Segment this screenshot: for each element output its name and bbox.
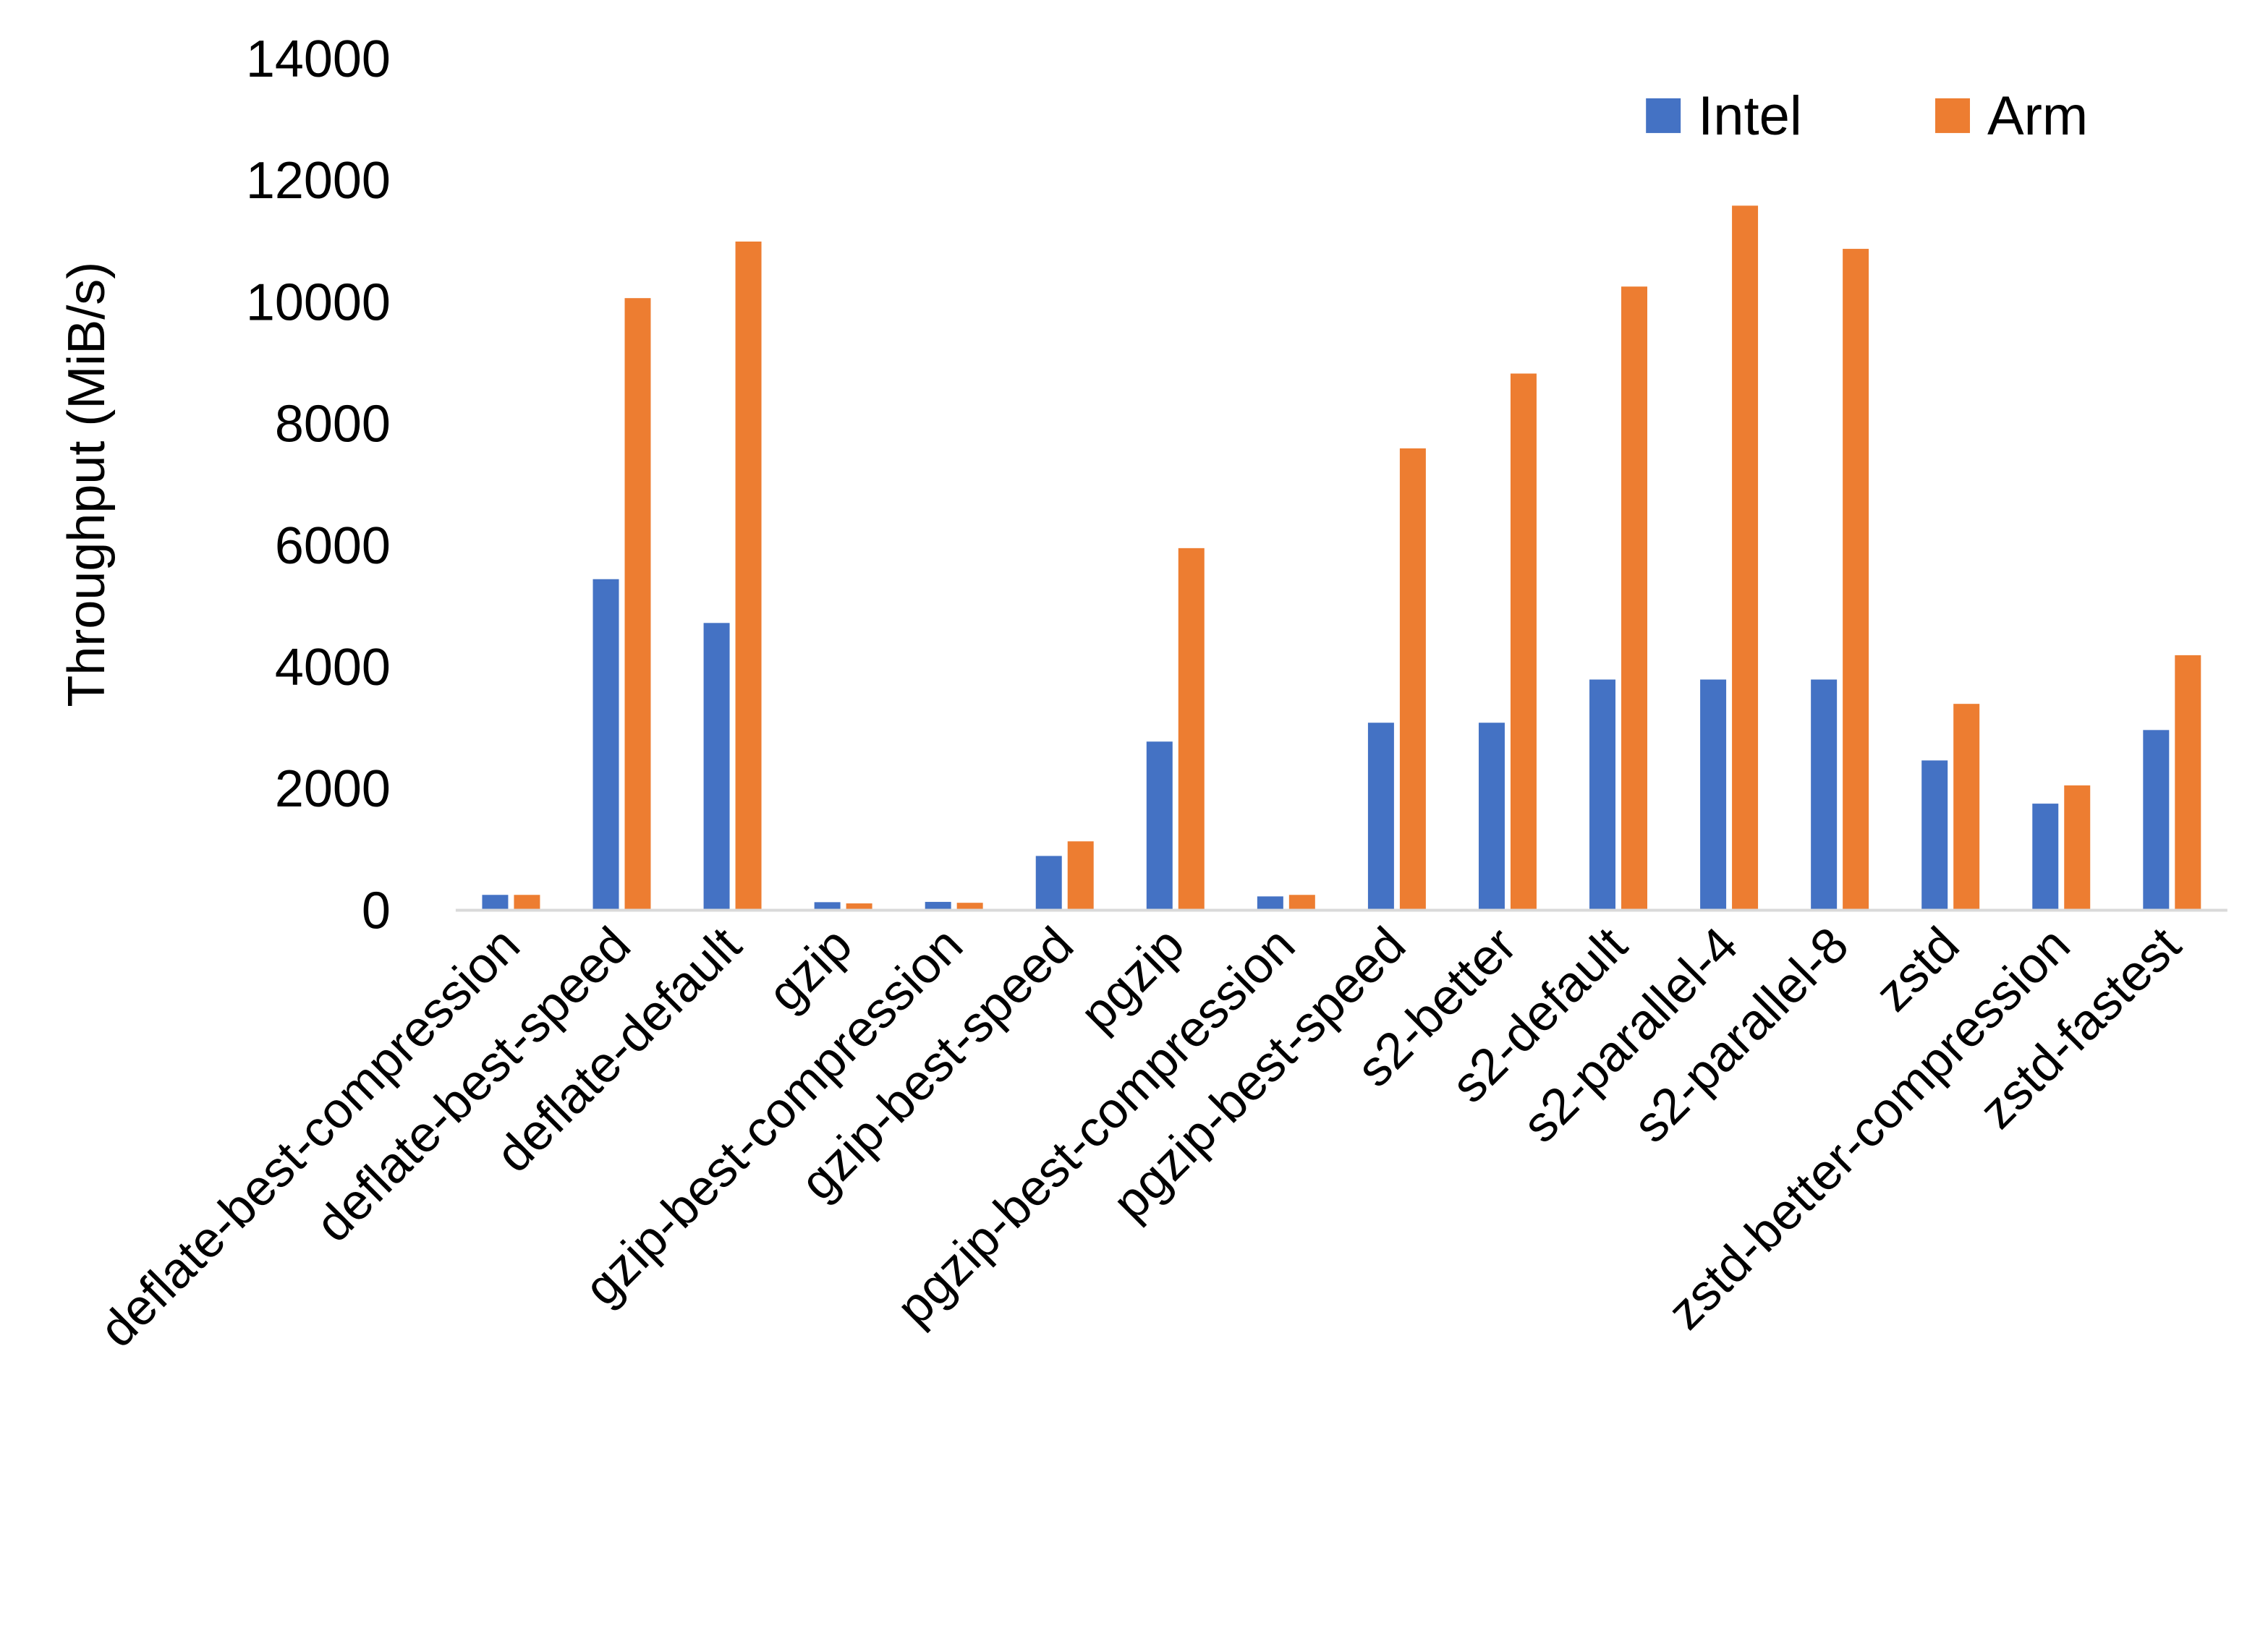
bar-intel-deflate-best-compression [482, 895, 509, 910]
bar-arm-gzip-best-speed [1067, 841, 1094, 910]
bar-intel-pgzip-best-speed [1367, 723, 1394, 910]
y-axis-ticks: 0 2000 4000 6000 8000 10000 12000 14000 [246, 30, 391, 940]
y-tick-label: 8000 [275, 396, 391, 453]
bar-intel-s2-parallel-4 [1700, 679, 1727, 910]
bar-arm-pgzip-best-speed [1399, 448, 1426, 910]
bar-arm-pgzip-best-compression [1288, 895, 1315, 910]
bar-arm-zstd-fastest [2175, 655, 2201, 910]
legend: Intel Arm [1646, 85, 2088, 147]
y-axis-label: Throughput (MiB/s) [58, 262, 116, 707]
bar-intel-s2-default [1589, 679, 1616, 910]
bars [482, 205, 2201, 910]
x-tick-label: deflate-best-compression [89, 916, 531, 1358]
legend-label-arm: Arm [1987, 85, 2088, 147]
bar-arm-zstd [1953, 704, 1980, 910]
bar-intel-gzip [814, 902, 841, 910]
bar-arm-zstd-better-compression [2064, 785, 2091, 910]
legend-swatch-intel [1646, 98, 1681, 133]
bar-intel-gzip-best-compression [925, 901, 951, 910]
bar-arm-deflate-default [735, 241, 762, 910]
bar-arm-pgzip [1178, 548, 1205, 910]
y-tick-label: 14000 [246, 30, 391, 88]
bar-intel-gzip-best-speed [1035, 856, 1062, 910]
bar-intel-s2-better [1478, 723, 1505, 910]
bar-arm-s2-parallel-8 [1843, 249, 1869, 910]
bar-arm-deflate-best-speed [624, 298, 651, 910]
bar-intel-pgzip [1146, 741, 1173, 910]
y-tick-label: 12000 [246, 152, 391, 210]
bar-intel-deflate-default [703, 623, 730, 910]
bar-arm-deflate-best-compression [514, 895, 540, 910]
y-tick-label: 2000 [275, 760, 391, 818]
y-tick-label: 0 [362, 882, 391, 940]
bar-arm-s2-default [1621, 286, 1648, 910]
bar-arm-gzip-best-compression [956, 903, 983, 910]
legend-label-intel: Intel [1698, 85, 1802, 147]
y-tick-label: 4000 [275, 639, 391, 697]
bar-arm-s2-parallel-4 [1732, 205, 1759, 910]
bar-intel-zstd [1921, 760, 1948, 910]
y-tick-label: 10000 [246, 273, 391, 331]
bar-intel-zstd-fastest [2143, 730, 2170, 910]
bar-arm-gzip [846, 903, 872, 910]
legend-swatch-arm [1935, 98, 1970, 133]
bar-arm-s2-better [1510, 373, 1537, 910]
y-tick-label: 6000 [275, 517, 391, 575]
bar-intel-s2-parallel-8 [1811, 679, 1838, 910]
bar-intel-zstd-better-compression [2032, 804, 2059, 910]
bar-intel-deflate-best-speed [593, 579, 619, 910]
x-axis-labels: deflate-best-compressiondeflate-best-spe… [89, 916, 2191, 1358]
bar-intel-pgzip-best-compression [1257, 896, 1283, 910]
